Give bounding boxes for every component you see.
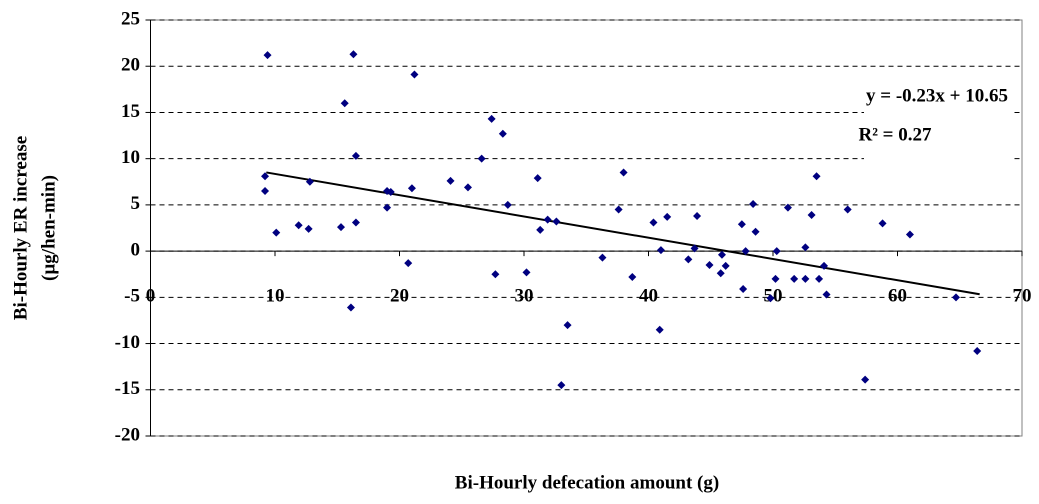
y-tick-label: 15 xyxy=(121,101,140,122)
y-tick-label: -10 xyxy=(115,332,140,353)
y-tick-label: 25 xyxy=(121,8,140,29)
data-point xyxy=(351,218,360,227)
data-point xyxy=(628,272,637,281)
data-point xyxy=(383,203,392,212)
data-point xyxy=(487,114,496,123)
y-tick-label: -15 xyxy=(115,378,140,399)
data-point xyxy=(503,200,512,209)
data-point xyxy=(655,325,664,334)
x-tick-label: 60 xyxy=(888,285,907,306)
data-point xyxy=(261,172,270,181)
data-point xyxy=(820,261,829,270)
data-point xyxy=(336,223,345,232)
data-point xyxy=(772,247,781,256)
data-point xyxy=(663,212,672,221)
data-point xyxy=(305,177,314,186)
data-point xyxy=(741,247,750,256)
data-point xyxy=(649,218,658,227)
x-axis-title: Bi-Hourly defecation amount (g) xyxy=(455,472,719,493)
x-tick-label: 30 xyxy=(515,285,534,306)
data-point xyxy=(304,224,313,233)
data-point xyxy=(386,187,395,196)
data-point xyxy=(272,228,281,237)
data-point xyxy=(552,217,561,226)
data-point xyxy=(619,168,628,177)
data-point xyxy=(498,129,507,138)
y-tick-label: 20 xyxy=(121,55,140,76)
data-point xyxy=(771,274,780,283)
data-point xyxy=(721,261,730,270)
x-tick-label: 20 xyxy=(390,285,409,306)
trendline xyxy=(266,171,980,296)
data-point xyxy=(656,246,665,255)
data-point xyxy=(693,211,702,220)
data-point xyxy=(717,250,726,259)
data-point xyxy=(563,321,572,330)
annotation: R² = 0.27 xyxy=(859,124,932,145)
data-point xyxy=(533,174,542,183)
x-tick-label: 50 xyxy=(764,285,783,306)
y-tick-label: 10 xyxy=(121,147,140,168)
data-point xyxy=(749,199,758,208)
data-point xyxy=(522,268,531,277)
data-point xyxy=(557,381,566,390)
data-point xyxy=(861,375,870,384)
y-axis-title: (µg/hen-min) xyxy=(38,175,59,281)
y-tick-label: 5 xyxy=(131,193,141,214)
data-point xyxy=(351,151,360,160)
data-point xyxy=(739,285,748,294)
annotation: y = -0.23x + 10.65 xyxy=(866,85,1008,106)
data-point xyxy=(263,51,272,60)
data-point xyxy=(807,211,816,220)
data-point xyxy=(737,220,746,229)
x-tick-label: 10 xyxy=(266,285,285,306)
y-axis-title: Bi-Hourly ER increase xyxy=(10,136,31,320)
data-point xyxy=(952,293,961,302)
data-point xyxy=(690,244,699,253)
data-point xyxy=(491,270,500,279)
data-point xyxy=(801,243,810,252)
data-point xyxy=(261,187,270,196)
data-point xyxy=(446,176,455,185)
data-point xyxy=(294,221,303,230)
data-point xyxy=(766,294,775,303)
annotation-box xyxy=(864,80,1014,160)
data-point xyxy=(340,99,349,108)
data-point xyxy=(404,259,413,268)
data-point xyxy=(543,215,552,224)
data-point xyxy=(716,269,725,278)
data-point xyxy=(973,346,982,355)
data-point xyxy=(684,255,693,264)
data-point xyxy=(614,205,623,214)
x-tick-label: 40 xyxy=(639,285,658,306)
y-tick-label: -20 xyxy=(115,424,140,445)
data-point xyxy=(815,274,824,283)
data-point xyxy=(407,184,416,193)
data-point xyxy=(349,50,358,59)
x-tick-label: 70 xyxy=(1013,285,1032,306)
data-point xyxy=(812,172,821,181)
data-point xyxy=(878,219,887,228)
data-point xyxy=(905,230,914,239)
data-point xyxy=(410,70,419,79)
data-point xyxy=(801,274,810,283)
data-point xyxy=(822,290,831,299)
data-point xyxy=(783,203,792,212)
data-point xyxy=(463,183,472,192)
y-tick-label: 0 xyxy=(131,239,141,260)
y-tick-label: -5 xyxy=(124,286,140,307)
data-point xyxy=(598,253,607,262)
data-point xyxy=(843,205,852,214)
data-point xyxy=(705,260,714,269)
data-point xyxy=(790,274,799,283)
data-point xyxy=(751,227,760,236)
data-point xyxy=(477,154,486,163)
data-point xyxy=(346,303,355,312)
data-point xyxy=(536,225,545,234)
